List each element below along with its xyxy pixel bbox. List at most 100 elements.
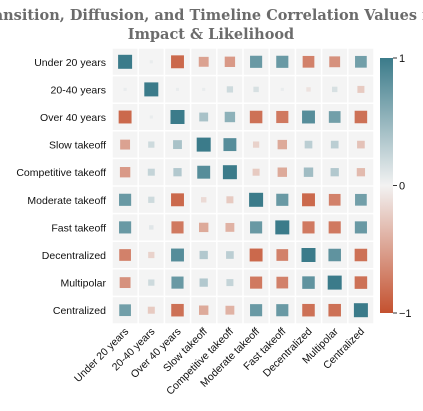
heatmap-cell — [173, 140, 182, 150]
heatmap-cell — [147, 306, 155, 314]
heatmap-cell — [119, 277, 131, 289]
heatmap-cell — [355, 55, 367, 68]
colorbar-tick-label: 1 — [399, 53, 405, 65]
heatmap-cell — [302, 110, 315, 124]
heatmap-cell — [302, 221, 315, 234]
heatmap-cell — [330, 140, 339, 149]
heatmap-cell — [276, 110, 289, 124]
heatmap-cell — [225, 222, 235, 232]
heatmap-cell — [249, 110, 263, 124]
heatmap-cell — [199, 222, 209, 233]
heatmap-cell — [199, 112, 209, 122]
chart-title-line-1: Transition, Diffusion, and Timeline Corr… — [0, 7, 423, 24]
heatmap-cell — [303, 167, 314, 177]
heatmap-cell — [171, 276, 184, 289]
heatmap-cell — [357, 85, 365, 93]
heatmap-cell — [222, 165, 237, 180]
grid-lines — [111, 47, 375, 325]
heatmap-cell — [200, 197, 207, 203]
colorbar — [380, 58, 393, 313]
heatmap-cell — [328, 193, 341, 206]
heatmap-cell — [199, 305, 209, 315]
y-tick-label: Slow takeoff — [49, 140, 106, 152]
heatmap-cell — [148, 141, 155, 148]
heatmap-cell — [196, 137, 211, 152]
heatmap-cell — [276, 55, 289, 68]
heatmap-cell — [202, 87, 206, 91]
heatmap-cell — [302, 55, 315, 68]
heatmap-cell — [249, 192, 264, 207]
heatmap-cell — [250, 276, 263, 289]
heatmap-cell — [225, 305, 235, 315]
heatmap-cell — [226, 279, 234, 287]
heatmap-cell — [118, 110, 132, 124]
heatmap-cell — [354, 221, 367, 234]
heatmap-cell — [252, 168, 260, 176]
heatmap-cell — [275, 220, 290, 235]
heatmap-cell — [277, 167, 287, 177]
heatmap-cell — [249, 248, 263, 262]
heatmap-cell — [331, 86, 338, 93]
heatmap-cell — [277, 139, 287, 150]
y-tick-label: Centralized — [53, 305, 106, 317]
heatmap-cell — [353, 303, 368, 318]
heatmap-cell — [171, 248, 184, 262]
heatmap-cell — [327, 275, 342, 290]
heatmap-cell — [328, 303, 341, 317]
heatmap-cell — [199, 278, 208, 287]
heatmap-cell — [306, 87, 311, 92]
heatmap-cell — [175, 87, 180, 91]
heatmap-cell — [148, 279, 155, 286]
heatmap-cell — [198, 56, 209, 67]
heatmap-cell — [149, 225, 154, 230]
heatmap-cell — [355, 193, 367, 206]
chart-title-line-2: Impact & Likelihood — [128, 26, 294, 43]
heatmap-cell — [354, 248, 368, 262]
heatmap-cell — [119, 193, 132, 206]
heatmap-cell — [250, 55, 263, 68]
heatmap-cell — [170, 110, 185, 124]
heatmap-cell — [302, 193, 315, 207]
heatmap-cell — [148, 251, 155, 259]
heatmap-cell — [357, 140, 365, 149]
heatmap-cell — [250, 221, 263, 234]
heatmap-cell — [144, 82, 159, 97]
heatmap-cell — [330, 168, 339, 177]
y-axis-labels: Under 20 years 20-40 years Over 40 years Sl… — [16, 57, 106, 317]
heatmap-cell — [250, 304, 263, 317]
heatmap-cell — [356, 168, 366, 177]
heatmap-cell — [328, 111, 341, 123]
heatmap-cell — [226, 86, 234, 93]
heatmap-cell — [119, 249, 131, 261]
colorbar-tick-label: 0 — [399, 181, 405, 193]
heatmap-cell — [171, 55, 184, 69]
heatmap-cell — [224, 56, 236, 67]
heatmap-cell — [252, 141, 260, 148]
heatmap-cells — [118, 54, 368, 318]
y-tick-label: Multipolar — [60, 278, 106, 290]
heatmap-cell — [149, 60, 153, 64]
y-tick-label: 20-40 years — [51, 84, 106, 96]
heatmap-cell — [226, 196, 234, 204]
heatmap-cell — [354, 276, 368, 289]
y-tick-label: Moderate takeoff — [27, 195, 106, 207]
heatmap-cell — [304, 140, 313, 149]
heatmap-cell — [197, 165, 211, 179]
heatmap-cell — [276, 193, 289, 206]
heatmap-cell — [118, 54, 133, 69]
heatmap-cell — [149, 115, 153, 119]
heatmap-cell — [147, 168, 155, 176]
y-tick-label: Decentralized — [42, 250, 106, 262]
heatmap-cell — [173, 168, 182, 177]
y-tick-label: Under 20 years — [34, 57, 106, 69]
heatmap-cell — [302, 303, 315, 317]
heatmap-cell — [224, 111, 236, 123]
heatmap-cell — [329, 56, 341, 68]
colorbar-tick-label: −1 — [399, 308, 412, 320]
heatmap-cell — [354, 110, 368, 124]
y-tick-label: Over 40 years — [40, 112, 106, 124]
heatmap-cell — [301, 248, 316, 262]
colorbar-ticks: 1 0 −1 — [393, 53, 412, 320]
